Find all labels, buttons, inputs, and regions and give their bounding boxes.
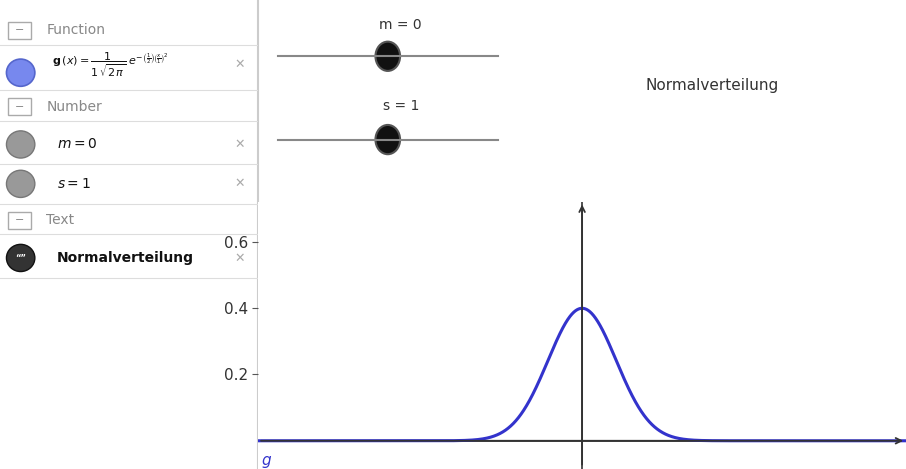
Text: Normalverteilung: Normalverteilung <box>645 78 778 93</box>
Ellipse shape <box>375 125 400 154</box>
Text: “”: “” <box>15 253 26 263</box>
Bar <box>8 98 31 115</box>
Text: $s = 1$: $s = 1$ <box>57 177 91 191</box>
Text: m = 0: m = 0 <box>380 17 422 31</box>
Ellipse shape <box>6 59 34 86</box>
Bar <box>8 212 31 229</box>
Text: Normalverteilung: Normalverteilung <box>57 251 194 265</box>
Text: ✕: ✕ <box>235 177 246 190</box>
Ellipse shape <box>6 131 34 158</box>
Text: Function: Function <box>46 23 105 38</box>
Ellipse shape <box>6 170 34 197</box>
Text: s = 1: s = 1 <box>382 98 419 113</box>
Text: g: g <box>262 453 271 468</box>
Text: ✕: ✕ <box>235 58 246 71</box>
Ellipse shape <box>6 244 34 272</box>
Text: $\mathbf{g}\,(x) = \dfrac{1}{1\,\sqrt{2\,\pi}}\;e^{-\left(\frac{1}{2}\right)\!\l: $\mathbf{g}\,(x) = \dfrac{1}{1\,\sqrt{2\… <box>52 51 169 79</box>
Text: −: − <box>14 215 24 226</box>
Text: $m = 0$: $m = 0$ <box>57 137 97 151</box>
Text: Number: Number <box>46 100 102 114</box>
Text: −: − <box>14 102 24 112</box>
Text: ✕: ✕ <box>235 251 246 265</box>
Ellipse shape <box>375 42 400 71</box>
Text: −: − <box>14 25 24 36</box>
Bar <box>8 22 31 39</box>
Text: ✕: ✕ <box>235 138 246 151</box>
Text: Text: Text <box>46 213 74 227</box>
